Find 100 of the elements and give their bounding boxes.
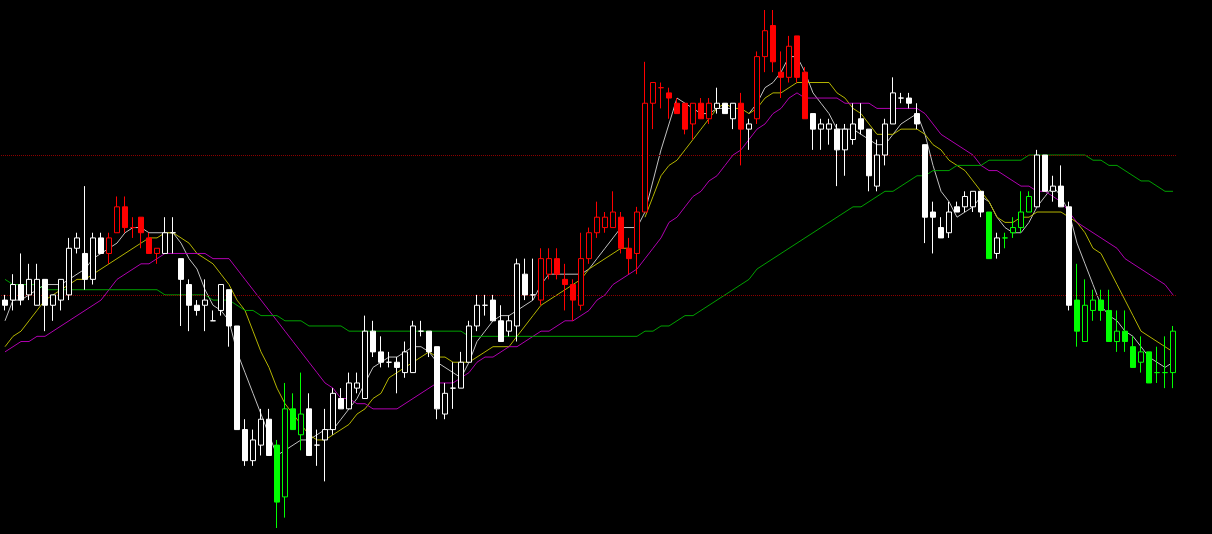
candlestick: [1154, 346, 1160, 384]
candlestick: [474, 294, 480, 332]
candlestick: [658, 82, 664, 109]
candlestick: [346, 372, 352, 410]
candlestick: [802, 66, 808, 120]
candlestick: [938, 216, 944, 239]
candlestick: [106, 232, 112, 265]
candlestick: [218, 284, 224, 317]
candlestick: [1106, 289, 1112, 343]
candlestick: [82, 185, 88, 291]
candlestick: [1082, 278, 1088, 343]
candlestick: [18, 252, 24, 306]
candlestick: [562, 263, 568, 311]
candlestick: [1058, 164, 1064, 208]
candlestick: [1090, 289, 1096, 322]
candlestick: [250, 429, 256, 467]
candlestick: [1098, 289, 1104, 322]
candlestick: [754, 50, 760, 125]
candlestick: [882, 118, 888, 166]
candlestick: [1162, 335, 1168, 389]
candlestick: [402, 341, 408, 379]
candlestick: [1114, 309, 1120, 353]
candlestick: [1050, 175, 1056, 203]
candlestick: [442, 382, 448, 420]
candlestick: [770, 9, 776, 73]
candlestick: [298, 372, 304, 451]
candlestick: [90, 232, 96, 286]
candlestick: [914, 102, 920, 130]
candlestick: [706, 97, 712, 125]
candlestick: [1146, 351, 1152, 384]
candlestick: [714, 87, 720, 115]
candlestick: [1034, 149, 1040, 208]
candlestick: [194, 299, 200, 317]
candlestick: [434, 346, 440, 420]
candlestick: [722, 102, 728, 115]
candlestick: [1010, 216, 1016, 239]
candlestick: [482, 294, 488, 317]
candlestick: [626, 237, 632, 275]
candlestick: [794, 35, 800, 84]
candlestick: [274, 439, 280, 529]
candlestick: [538, 247, 544, 306]
candlestick: [10, 273, 16, 311]
candlestick: [826, 118, 832, 146]
candlestick: [530, 258, 536, 301]
candlestick: [114, 195, 120, 234]
candlestick: [650, 82, 656, 130]
candlestick: [258, 408, 264, 456]
candlestick: [426, 330, 432, 358]
candlestick: [946, 201, 952, 239]
candlestick: [234, 325, 240, 431]
candlestick: [890, 76, 896, 125]
candlestick: [450, 361, 456, 410]
candlestick: [898, 92, 904, 104]
candlestick: [874, 139, 880, 192]
candlestick: [242, 418, 248, 467]
candlestick: [314, 429, 320, 467]
candlestick: [554, 247, 560, 280]
candlestick: [994, 232, 1000, 260]
candlestick: [1130, 335, 1136, 368]
candlestick: [170, 216, 176, 254]
candlestick: [322, 408, 328, 482]
candlestick: [266, 408, 272, 456]
candlestick: [762, 9, 768, 73]
candlestick: [602, 211, 608, 234]
candlestick: [586, 227, 592, 265]
candlestick: [858, 102, 864, 135]
candlestick: [1018, 190, 1024, 234]
candlestick: [98, 232, 104, 254]
candlestick: [338, 387, 344, 410]
candlestick: [1074, 263, 1080, 348]
candlestick: [466, 320, 472, 363]
candlestick: [1122, 309, 1128, 353]
candlestick: [546, 247, 552, 280]
candlestick: [146, 232, 152, 254]
candlestick: [162, 216, 168, 254]
candlestick: [1042, 154, 1048, 192]
candlestick: [906, 92, 912, 109]
candlestick: [746, 118, 752, 151]
candlestick: [290, 392, 296, 431]
candlestick: [834, 123, 840, 187]
candlestick: [210, 309, 216, 322]
candlestick: [74, 232, 80, 254]
candlestick: [986, 211, 992, 260]
candlestick: [378, 335, 384, 368]
candlestick: [522, 258, 528, 301]
candlestick: [666, 87, 672, 120]
candlestick: [226, 289, 232, 348]
candlestick: [730, 102, 736, 130]
candlestick: [570, 278, 576, 322]
candlestick: [594, 201, 600, 239]
candlestick: [970, 190, 976, 213]
candlestick: [642, 61, 648, 213]
candlestick: [282, 382, 288, 519]
candlestick: [842, 123, 848, 177]
candlestick: [610, 190, 616, 229]
candlestick: [962, 190, 968, 213]
candlestick: [866, 128, 872, 192]
candlestick: [66, 237, 72, 301]
candlestick: [26, 263, 32, 301]
candlestick: [922, 144, 928, 244]
